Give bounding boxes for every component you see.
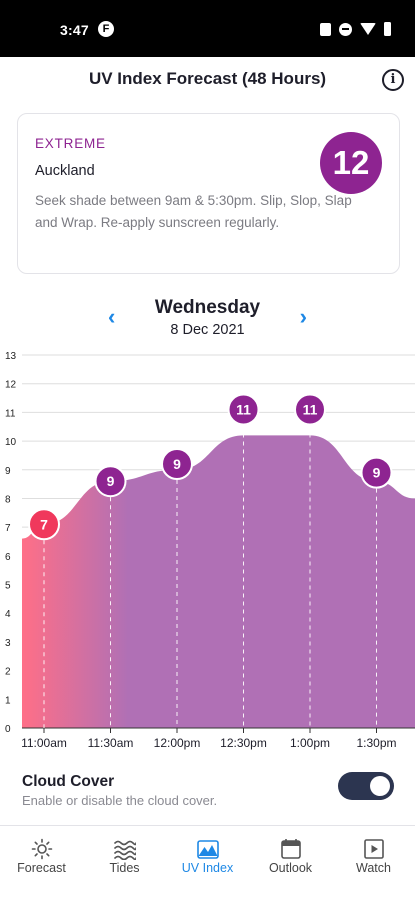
y-tick-label: 7	[5, 523, 11, 534]
nav-watch[interactable]: Watch	[332, 826, 415, 900]
uv-level-label: EXTREME	[35, 136, 106, 151]
info-icon[interactable]: i	[382, 69, 404, 91]
nav-label: Outlook	[268, 861, 313, 875]
y-tick-label: 6	[5, 552, 11, 563]
uv-point-marker	[227, 393, 260, 426]
battery-icon	[384, 22, 391, 36]
uv-point-marker	[28, 508, 60, 541]
nav-label: Watch	[356, 861, 391, 875]
app-notification-icon: F	[98, 21, 114, 37]
day-name: Wednesday	[154, 297, 261, 318]
location-name: Auckland	[35, 163, 95, 179]
day-date: 8 Dec 2021	[170, 322, 245, 338]
uv-point-marker	[94, 465, 127, 498]
uv-value-badge: 12	[320, 132, 382, 194]
nav-label: Tides	[109, 861, 140, 875]
nav-label: Forecast	[17, 861, 66, 875]
y-tick-label: 11	[5, 408, 16, 419]
uv-point-label: 9	[373, 465, 381, 481]
x-tick-label: 11:00am	[21, 736, 67, 750]
nav-forecast[interactable]: Forecast	[0, 826, 83, 900]
y-tick-label: 5	[5, 581, 11, 592]
nav-outlook[interactable]: Outlook	[249, 826, 332, 900]
uv-point-marker	[360, 456, 393, 489]
nav-tides[interactable]: Tides	[83, 826, 166, 900]
uv-point-label: 11	[236, 402, 251, 418]
page-title: UV Index Forecast (48 Hours)	[88, 69, 327, 88]
prev-day-chevron-icon[interactable]: ‹	[108, 304, 116, 329]
toggle-knob	[370, 776, 390, 796]
title-bar: UV Index Forecast (48 Hours) i	[0, 57, 415, 103]
x-tick-label: 12:00pm	[154, 736, 201, 750]
uv-point-label: 9	[173, 456, 181, 472]
x-tick-label: 1:00pm	[290, 736, 330, 750]
cloud-cover-toggle[interactable]	[338, 772, 394, 800]
play-icon	[363, 839, 384, 859]
x-tick-label: 12:30pm	[220, 736, 267, 750]
y-tick-label: 2	[5, 667, 11, 678]
status-bar: 3:47 F	[0, 0, 415, 57]
uv-advice-text: Seek shade between 9am & 5:30pm. Slip, S…	[35, 193, 352, 230]
mountain-icon	[196, 840, 219, 859]
day-navigator: ‹ Wednesday 8 Dec 2021 ›	[0, 295, 415, 343]
uv-area	[22, 435, 415, 728]
calendar-icon	[280, 839, 301, 859]
waves-icon	[113, 840, 136, 860]
nav-uv-index[interactable]: UV Index	[166, 826, 249, 900]
bottom-nav: Forecast Tides UV Index Outlook	[0, 825, 415, 900]
y-tick-label: 12	[5, 380, 17, 391]
uv-summary-card: EXTREME Auckland Seek shade between 9am …	[17, 113, 400, 274]
uv-point-marker	[294, 393, 326, 426]
y-tick-label: 13	[5, 351, 17, 362]
x-tick-label: 11:30am	[88, 736, 134, 750]
wifi-icon	[360, 23, 376, 35]
dnd-icon	[339, 22, 352, 36]
y-tick-label: 1	[5, 695, 11, 706]
y-tick-label: 9	[5, 466, 11, 477]
y-tick-label: 3	[5, 638, 11, 649]
cloud-cover-row: Cloud Cover Enable or disable the cloud …	[0, 770, 415, 818]
uv-point-label: 11	[303, 402, 318, 418]
cloud-cover-subtitle: Enable or disable the cloud cover.	[22, 793, 218, 808]
vibrate-icon	[320, 22, 331, 36]
status-icons	[320, 22, 391, 36]
y-tick-label: 8	[5, 494, 11, 505]
x-tick-label: 1:30pm	[356, 736, 396, 750]
uv-chart[interactable]: 0 1 2 3 4 5 6 7 8 9 10 11 12 13 11:00am 11:30am 12:00pm 1…	[0, 345, 415, 755]
cloud-cover-title: Cloud Cover	[22, 773, 115, 790]
nav-label: UV Index	[181, 861, 234, 875]
status-time: 3:47	[60, 22, 89, 38]
sun-icon	[31, 838, 52, 860]
y-tick-label: 4	[5, 609, 11, 620]
uv-point-label: 9	[107, 473, 115, 489]
y-tick-label: 10	[5, 437, 17, 448]
uv-point-marker	[161, 448, 193, 481]
y-tick-label: 0	[5, 724, 11, 735]
next-day-chevron-icon[interactable]: ›	[299, 304, 307, 329]
uv-point-label: 7	[40, 516, 48, 532]
